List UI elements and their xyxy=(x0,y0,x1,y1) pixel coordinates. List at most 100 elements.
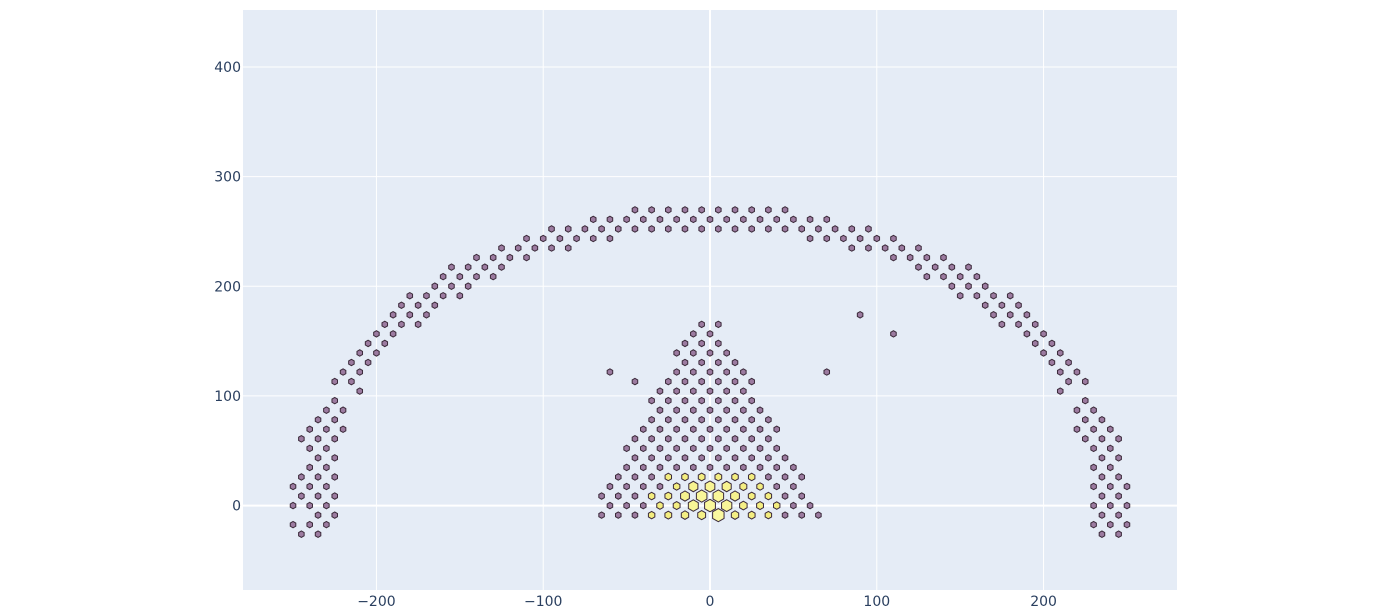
hex-bin xyxy=(723,425,730,434)
hex-bin xyxy=(940,272,947,281)
hex-bin xyxy=(831,225,839,233)
hex-bin xyxy=(873,234,881,243)
hex-bin xyxy=(648,435,655,443)
hex-bin xyxy=(906,253,914,262)
hex-bin xyxy=(740,444,747,453)
hex-bin xyxy=(948,263,956,271)
y-tick-label: 100 xyxy=(214,389,241,405)
hex-bin xyxy=(739,481,748,492)
hex-bin xyxy=(464,263,472,271)
hex-bin xyxy=(656,387,664,395)
hex-bin xyxy=(740,463,747,472)
hex-bin xyxy=(823,234,831,243)
hex-bin xyxy=(356,349,364,357)
hex-bin xyxy=(690,349,697,357)
hex-bin xyxy=(589,234,597,243)
hex-bin xyxy=(331,492,338,500)
hex-bin xyxy=(706,387,714,395)
hex-bin xyxy=(740,387,747,395)
hex-bin xyxy=(748,377,755,386)
hex-bin xyxy=(681,377,689,386)
hex-bin xyxy=(773,501,781,510)
hex-bin xyxy=(615,511,622,519)
hex-bin xyxy=(697,509,707,521)
hex-bin xyxy=(923,253,931,262)
hex-bin xyxy=(581,225,589,233)
hex-bin xyxy=(665,454,672,462)
hex-bin xyxy=(1090,425,1097,434)
x-tick-label: 0 xyxy=(706,594,715,610)
hex-bin xyxy=(681,206,689,214)
axis-tick-labels: −200 −100 0 100 200 0 100 200 300 400 xyxy=(214,60,1057,610)
hex-bin xyxy=(765,415,772,424)
hex-bin xyxy=(589,215,597,224)
hex-bin xyxy=(756,406,764,414)
hex-bin xyxy=(314,511,322,519)
hex-bin xyxy=(448,282,455,290)
hex-bin xyxy=(715,339,722,348)
hex-bins xyxy=(289,206,1131,538)
hex-bin xyxy=(723,215,730,224)
hex-bin xyxy=(848,244,856,252)
hex-bin xyxy=(723,368,730,376)
hex-bin xyxy=(697,472,706,482)
hex-bin xyxy=(748,225,755,233)
hex-bin xyxy=(687,499,699,512)
hex-bin xyxy=(306,501,313,510)
hex-bin xyxy=(356,387,364,395)
hex-bin xyxy=(623,463,630,472)
hex-bin xyxy=(690,330,697,338)
hex-bin xyxy=(965,282,972,290)
hex-bin xyxy=(431,282,439,290)
hex-bin xyxy=(715,454,722,462)
hex-bin xyxy=(623,482,630,491)
hex-bin xyxy=(712,489,725,503)
hex-bin xyxy=(431,301,439,310)
hex-bin xyxy=(339,368,347,376)
hex-bin xyxy=(747,510,756,520)
hex-bin xyxy=(856,311,864,319)
hex-bin xyxy=(1115,511,1122,519)
hex-bin xyxy=(1065,377,1072,386)
hex-bin xyxy=(948,282,956,290)
hex-bin xyxy=(1107,463,1114,472)
hex-bin xyxy=(1098,530,1106,538)
hex-bin xyxy=(456,272,464,281)
hex-bin xyxy=(298,530,305,538)
hex-bin xyxy=(739,500,748,511)
hex-bin xyxy=(1082,396,1089,405)
hex-bin xyxy=(439,272,447,281)
hex-bin xyxy=(956,272,964,281)
hex-bin xyxy=(564,225,572,233)
hex-bin xyxy=(1107,501,1114,510)
hex-bin xyxy=(731,454,739,462)
hex-bin xyxy=(331,396,338,405)
hex-bin xyxy=(756,482,764,491)
hex-bin xyxy=(915,263,922,271)
hex-bin xyxy=(331,454,338,462)
hex-bin xyxy=(715,435,722,443)
hex-bin xyxy=(423,311,430,319)
hex-bin xyxy=(1082,435,1089,443)
hex-bin xyxy=(389,311,397,319)
hex-bin xyxy=(606,215,614,224)
hex-bin xyxy=(706,463,714,472)
hex-bin xyxy=(606,234,614,243)
hex-bin xyxy=(323,406,330,414)
hex-bin xyxy=(1082,377,1089,386)
hex-bin xyxy=(681,225,689,233)
hex-bin xyxy=(414,301,422,310)
hex-bin xyxy=(640,501,647,510)
hex-bin xyxy=(398,320,405,329)
hex-bin xyxy=(623,501,630,510)
hex-bin xyxy=(381,320,389,329)
hex-bin xyxy=(740,368,747,376)
hex-bin xyxy=(765,435,772,443)
hex-bin xyxy=(756,501,764,511)
hex-bin xyxy=(740,425,747,434)
hex-bin xyxy=(1098,492,1106,500)
hex-bin xyxy=(1107,520,1114,529)
hex-bin xyxy=(606,482,614,491)
hex-bin xyxy=(665,396,672,405)
